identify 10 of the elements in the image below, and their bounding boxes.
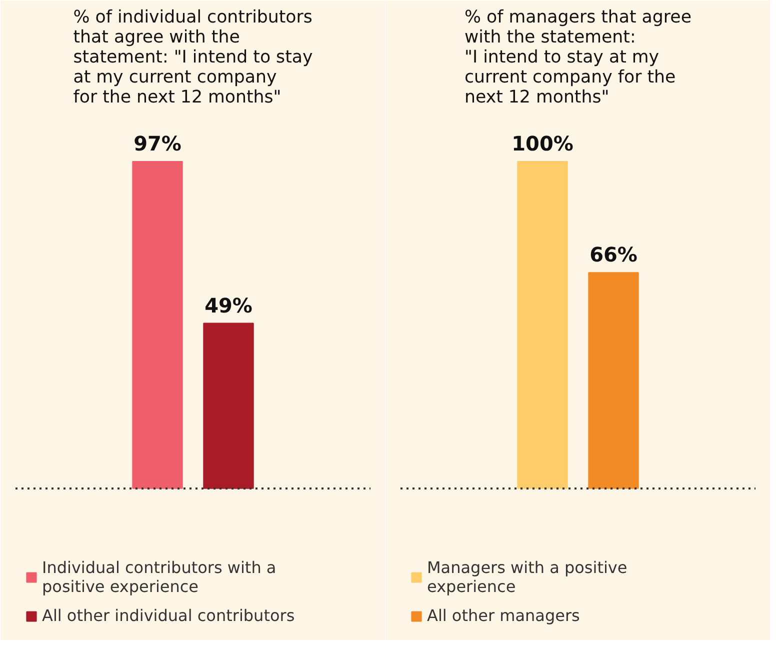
legend-label: All other individual contributors bbox=[42, 606, 295, 625]
chart-title: % of managers that agree with the statement: "I intend to stay at my current company for the next 12 months" bbox=[464, 8, 692, 108]
legend-label: All other managers bbox=[427, 606, 580, 625]
data-label: 49% bbox=[204, 293, 252, 318]
legend-label: Managers with a positive experience bbox=[427, 558, 628, 596]
data-label: 100% bbox=[512, 132, 574, 156]
data-label: 66% bbox=[590, 242, 638, 267]
chart-title: % of individual contributors that agree with the statement: "I intend to stay at my current company for the next 12 months" bbox=[73, 8, 313, 108]
legend-label: Individual contributors with a positive experience bbox=[42, 558, 276, 596]
data-label: 97% bbox=[134, 132, 182, 156]
